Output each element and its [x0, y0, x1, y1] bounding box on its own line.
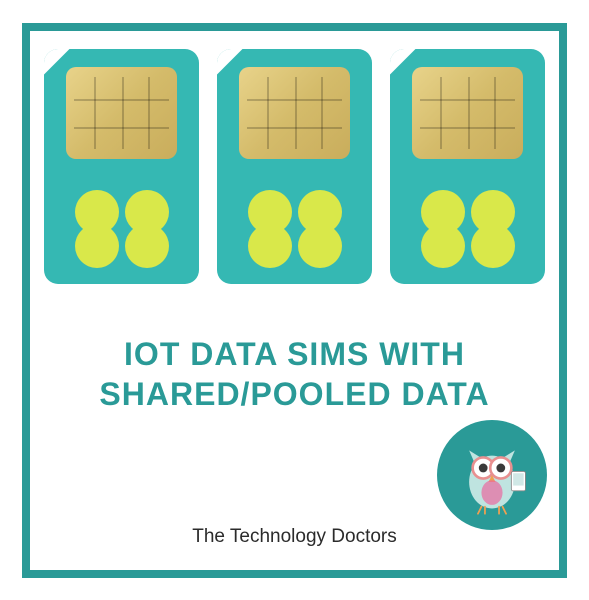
ee-logo-icon: [248, 196, 342, 262]
brand-name: The Technology Doctors: [30, 526, 559, 548]
chip-contacts: [66, 67, 177, 159]
ee-logo-icon: [421, 196, 515, 262]
chip-contacts: [239, 67, 350, 159]
headline-line-2: SHARED/POOLED DATA: [54, 374, 535, 414]
sim-chip: [66, 67, 177, 159]
product-card-frame: IOT DATA SIMS WITH SHARED/POOLED DATA Th…: [22, 23, 567, 578]
sim-chip: [239, 67, 350, 159]
headline-line-1: IOT DATA SIMS WITH: [54, 334, 535, 374]
brand-owl-badge: [437, 420, 547, 530]
product-headline: IOT DATA SIMS WITH SHARED/POOLED DATA: [44, 334, 545, 414]
sim-card: [44, 49, 199, 284]
chip-contacts: [412, 67, 523, 159]
sim-card-row: [44, 49, 545, 284]
ee-logo-icon: [75, 196, 169, 262]
sim-card: [217, 49, 372, 284]
owl-icon: [448, 431, 536, 519]
sim-card: [390, 49, 545, 284]
sim-chip: [412, 67, 523, 159]
